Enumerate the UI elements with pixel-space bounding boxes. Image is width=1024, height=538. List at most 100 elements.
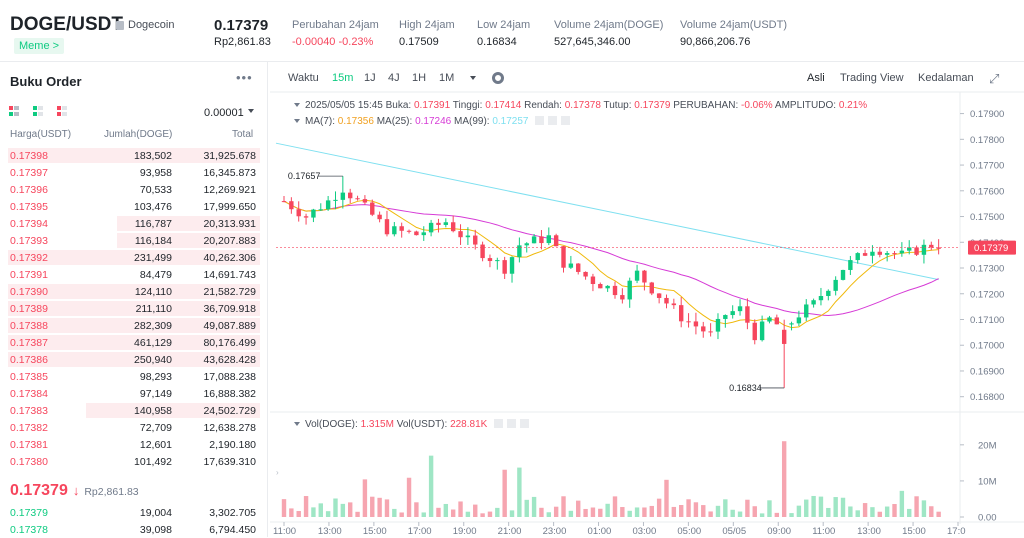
cell-amount: 97,149	[139, 388, 172, 400]
candle-body	[399, 226, 404, 231]
volume-bar	[826, 507, 831, 517]
ask-row[interactable]: 0.17391 84,479 14,691.743	[0, 266, 268, 283]
candle-body	[862, 253, 868, 256]
candle-body	[737, 306, 743, 312]
meme-tag[interactable]: Meme >	[14, 38, 65, 54]
cell-amount: 93,958	[139, 167, 172, 179]
volume-bar	[370, 496, 375, 517]
price-tick-label: 0.16900	[970, 366, 1004, 377]
collapse-icon[interactable]	[294, 119, 300, 123]
cell-amount: 39,098	[139, 524, 172, 536]
eye-icon[interactable]	[494, 419, 504, 428]
candle-body	[546, 235, 551, 244]
cell-price: 0.17387	[10, 337, 48, 349]
interval-1j[interactable]: 1J	[364, 72, 376, 84]
volume-bar	[392, 508, 397, 517]
price-tick-label: 0.16800	[970, 392, 1004, 403]
column-header-price: Harga(USDT)	[10, 129, 72, 140]
price-tick-label: 0.17000	[970, 341, 1004, 352]
low-marker-label: 0.16834	[729, 383, 762, 393]
view-bids-icon[interactable]	[33, 106, 43, 116]
collapse-icon[interactable]	[294, 103, 300, 107]
volume-bar	[862, 503, 868, 517]
cell-amount: 70,533	[139, 184, 172, 196]
depth-bar	[8, 318, 260, 333]
close-icon[interactable]	[561, 116, 571, 125]
volume-bar	[303, 496, 309, 517]
ask-row[interactable]: 0.17386 250,940 43,628.428	[0, 351, 268, 368]
bid-row[interactable]: 0.17378 39,098 6,794.450	[0, 521, 268, 538]
ask-row[interactable]: 0.17394 116,787 20,313.931	[0, 215, 268, 232]
time-tick-label: 23:00	[543, 526, 567, 537]
asks-list: 0.17398 183,502 31,925.678 0.17397 93,958 16,…	[0, 147, 268, 470]
pair-symbol[interactable]: DOGE/USDT	[10, 14, 123, 35]
candle-body	[553, 235, 559, 247]
interval-dropdown-icon[interactable]	[470, 76, 476, 80]
more-options-icon[interactable]: •••	[236, 70, 253, 85]
candle-body	[333, 199, 338, 201]
candle-body	[303, 216, 309, 218]
view-asli[interactable]: Asli	[807, 72, 825, 84]
collapse-icon[interactable]	[294, 422, 300, 426]
scroll-left-icon[interactable]: ›	[276, 468, 279, 477]
volume-bar	[693, 502, 699, 517]
ask-row[interactable]: 0.17393 116,184 20,207.883	[0, 232, 268, 249]
volume-bar	[509, 510, 515, 517]
settings-icon[interactable]	[548, 116, 558, 125]
ask-row[interactable]: 0.17398 183,502 31,925.678	[0, 147, 268, 164]
chart-panel: Waktu 15m 1J 4J 1H 1M Asli Trading View …	[270, 62, 1024, 537]
ma25-line	[283, 200, 939, 316]
bid-row[interactable]: 0.17379 19,004 3,302.705	[0, 504, 268, 521]
gear-icon[interactable]	[492, 72, 504, 84]
interval-4j[interactable]: 4J	[388, 72, 400, 84]
time-tick-label: 11:00	[812, 526, 835, 537]
candle-body	[848, 260, 853, 270]
candle-body	[539, 236, 544, 244]
interval-15m[interactable]: 15m	[332, 72, 354, 84]
cell-price: 0.17394	[10, 218, 48, 230]
candle-body	[826, 290, 831, 296]
volume-bar	[458, 501, 463, 517]
candle-body	[524, 243, 529, 246]
settings-icon[interactable]	[507, 419, 517, 428]
volume-bar	[811, 495, 816, 517]
time-tick-label: 17:00	[408, 526, 432, 537]
volume-bar	[818, 496, 824, 517]
ask-row[interactable]: 0.17387 461,129 80,176.499	[0, 334, 268, 351]
view-tradingview[interactable]: Trading View	[840, 72, 904, 84]
cell-price: 0.17389	[10, 303, 48, 315]
ask-row[interactable]: 0.17389 211,110 36,709.918	[0, 300, 268, 317]
high-value: 0.17414	[485, 100, 522, 111]
price-tick-label: 0.17700	[970, 161, 1004, 172]
close-value: 0.17379	[634, 100, 671, 111]
price-chart[interactable]: 0.17900 0.17800 0.17700 0.17600 0.17500 0.174…	[270, 62, 1024, 537]
expand-icon[interactable]: ⤢	[989, 71, 1000, 86]
ask-row[interactable]: 0.17392 231,499 40,262.306	[0, 249, 268, 266]
ask-row[interactable]: 0.17380 101,492 17,639.310	[0, 453, 268, 470]
ask-row[interactable]: 0.17382 72,709 12,638.278	[0, 419, 268, 436]
ask-row[interactable]: 0.17383 140,958 24,502.729	[0, 402, 268, 419]
eye-icon[interactable]	[535, 116, 545, 125]
interval-1h[interactable]: 1H	[412, 72, 427, 84]
ask-row[interactable]: 0.17390 124,110 21,582.729	[0, 283, 268, 300]
ask-row[interactable]: 0.17395 103,476 17,999.650	[0, 198, 268, 215]
view-depth[interactable]: Kedalaman	[918, 72, 974, 84]
ask-row[interactable]: 0.17385 98,293 17,088.238	[0, 368, 268, 385]
coin-name[interactable]: Dogecoin	[116, 19, 174, 31]
view-asks-icon[interactable]	[57, 106, 67, 116]
ask-row[interactable]: 0.17388 282,309 49,087.889	[0, 317, 268, 334]
precision-select[interactable]: 0.00001	[204, 107, 244, 119]
close-icon[interactable]	[520, 419, 530, 428]
ask-row[interactable]: 0.17384 97,149 16,888.382	[0, 385, 268, 402]
ma7-line	[283, 199, 939, 329]
coin-name-label: Dogecoin	[128, 19, 175, 31]
ask-row[interactable]: 0.17397 93,958 16,345.873	[0, 164, 268, 181]
ask-row[interactable]: 0.17396 70,533 12,269.921	[0, 181, 268, 198]
volume-bar	[311, 507, 316, 517]
interval-1m[interactable]: 1M	[439, 72, 455, 84]
chevron-down-icon[interactable]	[248, 109, 254, 113]
candle-body	[759, 321, 765, 341]
view-both-icon[interactable]	[9, 106, 19, 116]
ask-row[interactable]: 0.17381 12,601 2,190.180	[0, 436, 268, 453]
cell-amount: 140,958	[134, 405, 172, 417]
